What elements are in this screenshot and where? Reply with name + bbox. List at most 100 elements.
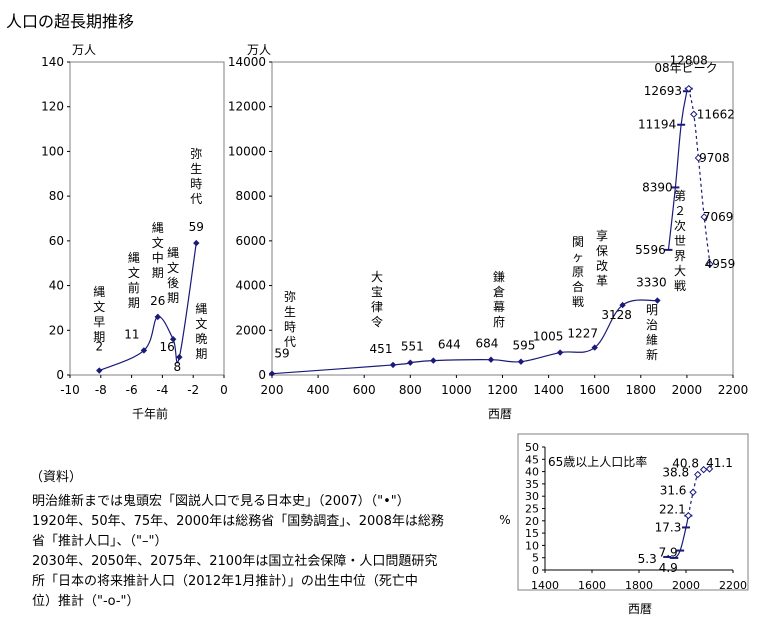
x-axis-label: 西暦 (628, 602, 652, 616)
event-annotation: 明治維新 (646, 303, 658, 362)
event-annotation-char: 戦 (674, 279, 686, 293)
period-label-char: 時 (190, 177, 202, 191)
data-point (685, 84, 693, 93)
event-annotation-char: ヶ (572, 250, 584, 264)
y-tick-label: 25 (525, 503, 539, 516)
y-tick-label: 8000 (235, 189, 266, 203)
event-annotation-char: 宝 (371, 285, 383, 299)
period-label-char: 期 (93, 330, 105, 344)
x-tick-label: -8 (95, 383, 107, 397)
data-label: 595 (512, 339, 535, 353)
period-label-char: 中 (152, 250, 164, 265)
y-tick-label: 4000 (235, 279, 266, 293)
data-label: 11194 (638, 118, 676, 132)
event-annotation-char: 次 (674, 219, 686, 233)
period-label-char: 縄 (167, 245, 179, 260)
data-point (556, 349, 564, 356)
event-annotation-char: 原 (572, 265, 584, 279)
note-line: 1920年、50年、75年、2000年は総務省「国勢調査」、2008年は総務 (32, 514, 444, 529)
period-label-char: 文 (93, 299, 105, 314)
data-label: 1227 (567, 327, 598, 341)
data-point (689, 488, 697, 496)
y-tick-label: 14000 (228, 55, 266, 69)
data-label: 59 (189, 220, 204, 234)
period-label-char: 文 (167, 260, 179, 275)
y-axis-label: 万人 (247, 43, 271, 57)
event-annotation-char: 改 (596, 259, 608, 273)
event-annotation-char: 幕 (493, 300, 505, 314)
series-line (688, 88, 711, 265)
data-point (169, 336, 177, 343)
y-axis-label: 万人 (72, 43, 96, 57)
data-label: 3330 (636, 276, 667, 290)
x-tick-label: 600 (353, 383, 376, 397)
data-label: 12808 (670, 54, 708, 68)
data-point (176, 353, 183, 361)
data-label: 7069 (703, 210, 734, 224)
event-annotation-char: ２ (674, 204, 686, 218)
x-axis-label: 千年前 (132, 406, 168, 421)
data-label: 3128 (601, 308, 632, 322)
data-label: 12693 (644, 84, 682, 98)
y-tick-label: 12000 (228, 100, 266, 114)
event-annotation-char: 第 (674, 189, 686, 203)
y-tick-label: 35 (525, 478, 539, 491)
data-point (487, 356, 495, 363)
y-tick-label: 10000 (228, 144, 266, 158)
event-annotation-char: 代 (284, 335, 296, 349)
y-tick-label: 5 (532, 552, 539, 565)
x-tick-label: 1400 (533, 383, 564, 397)
x-tick-label: 1400 (531, 579, 559, 592)
event-annotation-char: 倉 (493, 284, 505, 299)
data-label: 22.1 (659, 503, 686, 517)
y-tick-label: 80 (49, 189, 64, 203)
chart-title: 65歳以上人口比率 (548, 454, 647, 469)
data-label: 1005 (533, 330, 564, 344)
data-label: 38.8 (662, 466, 689, 480)
y-tick-label: 120 (41, 100, 64, 114)
event-annotation-char: 明 (646, 303, 658, 317)
data-point (154, 313, 161, 321)
period-label-char: 縄 (195, 301, 207, 316)
event-annotation-char: 時 (284, 320, 296, 334)
y-tick-label: 40 (49, 279, 64, 293)
series-line (99, 243, 197, 372)
note-line: 所「日本の将来推計人口（2012年1月推計）」の出生中位（死亡中 (32, 574, 418, 589)
data-label: 7.9 (659, 546, 678, 560)
data-label: 451 (370, 342, 393, 356)
event-annotation: 08年ピーク (654, 61, 717, 75)
data-label: 11 (124, 327, 139, 341)
period-label-char: 生 (190, 162, 202, 176)
data-point (699, 465, 708, 474)
data-point (517, 358, 525, 365)
x-axis-label: 西暦 (488, 407, 512, 421)
y-tick-label: 20 (49, 323, 64, 337)
y-tick-label: 2000 (235, 323, 266, 337)
data-point (684, 511, 693, 520)
event-annotation-char: 新 (646, 347, 658, 362)
event-annotation-char: 関 (572, 235, 584, 249)
data-label: 4.9 (659, 561, 678, 575)
event-annotation-char: 生 (284, 305, 296, 319)
period-label-char: 晩 (195, 332, 207, 346)
note-line: 省「推計人口」、（"–"） (32, 534, 168, 549)
series-line (271, 299, 658, 375)
note-line: 2030年、2050年、2075年、2100年は国立社会保障・人口問題研究 (32, 554, 438, 569)
data-label: 551 (401, 340, 424, 354)
x-tick-label: 2200 (718, 383, 749, 397)
period-label-char: 文 (195, 316, 207, 331)
event-annotation-char: 鎌 (493, 269, 505, 284)
data-label: 5.3 (638, 552, 657, 566)
data-point (706, 260, 714, 268)
x-tick-label: -4 (156, 383, 168, 397)
period-label-char: 前 (128, 280, 140, 295)
period-label-char: 後 (167, 276, 179, 290)
